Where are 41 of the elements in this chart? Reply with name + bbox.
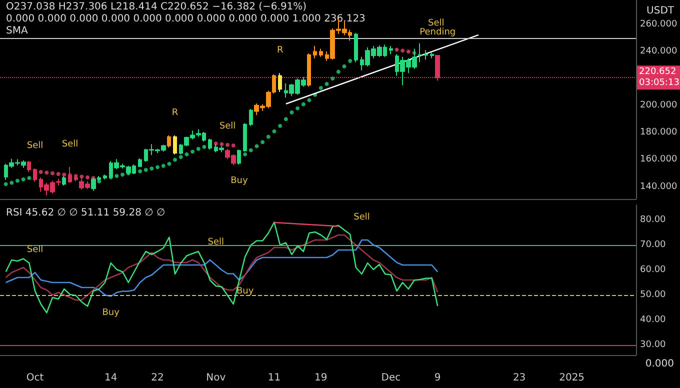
y-tick-label: 140.000 [640,182,678,192]
annotation: SMA [6,26,28,36]
x-tick-label: Dec [381,372,401,384]
x-tick-label: 22 [151,372,164,384]
x-tick-label: 2025 [559,372,585,384]
annotation: Sell [62,140,78,150]
annotation: RSI 45.62 ∅ ∅ 51.11 59.28 ∅ ∅ [6,208,166,218]
y-tick-label: 80.00 [640,215,666,225]
annotation: 0.000 0.000 0.000 0.000 0.000 0.000 0.000 0.000 0.000 1.000 236.123 [6,14,366,24]
annotation: R [276,46,284,56]
y-tick-label: 160.000 [640,154,678,165]
y-tick-label: 70.00 [640,240,666,250]
ref-line-label: 220.652 03:05:13 [639,67,680,88]
y-tick-label: 240.000 [640,46,678,56]
x-tick-label: 9 [434,372,441,384]
x-tick-label: 11 [268,372,281,384]
x-tick-label: 19 [314,372,328,384]
x-tick-label: 14 [104,372,118,384]
y-tick-label: 180.000 [640,128,678,138]
x-tick-label: Oct [26,372,44,384]
text: USDT [646,6,675,16]
annotation: Sell Pending [420,18,456,38]
y-tick-label: 50.00 [640,290,666,300]
y-tick-label: 260.000 [640,19,678,30]
annotation: Buy [230,176,248,186]
x-tick-label: Nov [206,372,226,384]
annotation: Sell [354,212,370,222]
annotation: R [172,108,178,118]
y-tick-label: 200.000 [640,100,678,111]
annotation: Buy [236,286,254,296]
annotation: Buy [102,308,120,318]
annotation: Sell [219,121,236,132]
y-tick-label: 60.00 [640,265,666,275]
text: 0.000 [645,358,674,370]
annotation: Sell [26,245,44,255]
annotation: O237.038 H237.306 L218.414 C220.652 −16.382 (−6.91%) [6,2,307,12]
annotation: Sell [26,141,44,152]
x-tick-label: 23 [512,372,526,384]
y-tick-label: 40.00 [640,315,666,325]
annotation: Sell [208,238,224,248]
y-tick-label: 30.00 [640,340,666,350]
